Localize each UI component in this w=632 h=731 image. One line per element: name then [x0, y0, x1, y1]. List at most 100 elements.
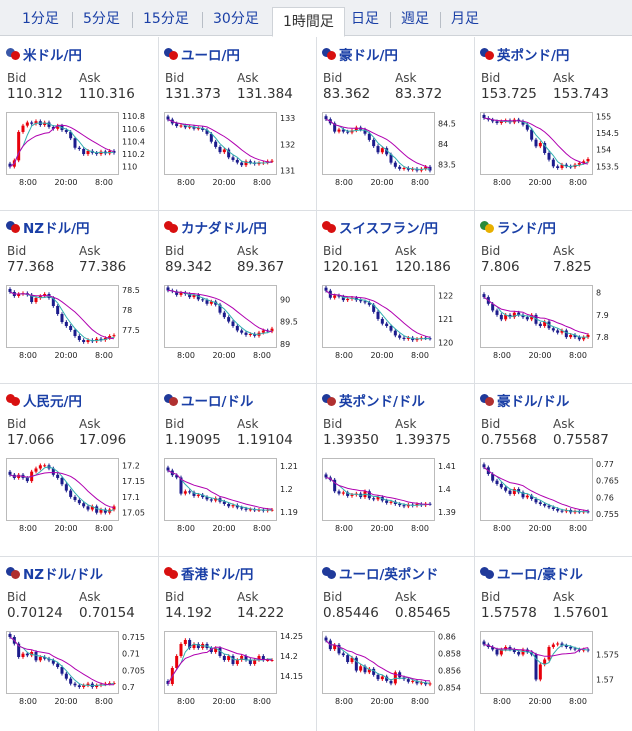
- mini-chart[interactable]: 8 7.9 7.8 8:00 20:00 8:00: [480, 285, 628, 365]
- y-tick-label: 120: [438, 338, 453, 347]
- mini-chart[interactable]: 1.575 1.57 8:00 20:00 8:00: [480, 631, 628, 711]
- ma-fast-line: [483, 117, 589, 168]
- tab-2[interactable]: 5分足: [83, 11, 120, 27]
- mini-chart[interactable]: 90 89.5 89 8:00 20:00 8:00: [164, 285, 312, 365]
- currency-panel: 香港ドル/円 Bid Ask 14.192 14.222 14.25 14.2 14.15 8:…: [158, 556, 316, 729]
- pair-title[interactable]: ユーロ/ドル: [164, 391, 254, 410]
- pair-name[interactable]: 豪ドル/円: [339, 48, 398, 64]
- candle-body: [482, 294, 486, 298]
- candle-body: [64, 130, 68, 132]
- pair-name[interactable]: 香港ドル/円: [181, 567, 254, 583]
- mini-chart[interactable]: 0.715 0.71 0.705 0.7 8:00 20:00 8:00: [6, 631, 154, 711]
- tab-3[interactable]: 15分足: [143, 11, 189, 27]
- pair-name[interactable]: スイスフラン/円: [339, 221, 439, 237]
- candle-body: [266, 660, 270, 661]
- x-tick-label: 8:00: [411, 524, 429, 533]
- pair-name[interactable]: 英ポンド/円: [497, 48, 570, 64]
- tab-1[interactable]: 1分足: [22, 11, 59, 27]
- ma-fast-line: [483, 644, 589, 666]
- pair-name[interactable]: 米ドル/円: [23, 48, 82, 64]
- pair-name[interactable]: 英ポンド/ドル: [339, 394, 425, 410]
- tab-7[interactable]: 週足: [401, 11, 429, 27]
- pair-title[interactable]: ユーロ/円: [164, 45, 240, 64]
- bid-label: Bid: [165, 244, 185, 258]
- pair-name[interactable]: ユーロ/豪ドル: [497, 567, 583, 583]
- candle-body: [482, 115, 486, 118]
- mini-chart[interactable]: 1.41 1.4 1.39 8:00 20:00 8:00: [322, 458, 470, 538]
- mini-chart[interactable]: 110.8 110.6 110.4 110.2 110 8:00 20:00 8:00: [6, 112, 154, 192]
- candle-body: [30, 122, 34, 124]
- bid-value: 153.725: [481, 86, 537, 102]
- candle-body: [166, 287, 170, 291]
- pair-title[interactable]: ランド/円: [480, 218, 556, 237]
- candle-body: [270, 160, 274, 162]
- candle-body: [205, 129, 209, 134]
- x-tick-label: 8:00: [253, 524, 271, 533]
- pair-title[interactable]: 豪ドル/ドル: [480, 391, 570, 410]
- mini-chart[interactable]: 14.25 14.2 14.15 8:00 20:00 8:00: [164, 631, 312, 711]
- candle-body: [112, 335, 116, 337]
- ma-fast-line: [167, 470, 273, 511]
- mini-chart[interactable]: 133 132 131 8:00 20:00 8:00: [164, 112, 312, 192]
- ma-slow-line: [325, 477, 431, 505]
- pair-name[interactable]: 豪ドル/ドル: [497, 394, 570, 410]
- candle-body: [376, 497, 380, 500]
- candle-body: [244, 656, 248, 660]
- mini-chart[interactable]: 155 154.5 154 153.5 8:00 20:00 8:00: [480, 112, 628, 192]
- tab-8[interactable]: 月足: [451, 11, 479, 27]
- price-chart: 14.25 14.2 14.15 8:00 20:00 8:00: [164, 631, 303, 706]
- pair-title[interactable]: ユーロ/豪ドル: [480, 564, 583, 583]
- pair-name[interactable]: ユーロ/ドル: [181, 394, 254, 410]
- mini-chart[interactable]: 1.21 1.2 1.19 8:00 20:00 8:00: [164, 458, 312, 538]
- candle-body: [235, 660, 239, 664]
- currency-panel: 米ドル/円 Bid Ask 110.312 110.316 110.8 110.6 110.4…: [0, 37, 158, 210]
- pair-title[interactable]: 人民元/円: [6, 391, 82, 410]
- pair-name[interactable]: ユーロ/英ポンド: [339, 567, 439, 583]
- y-tick-label: 155: [596, 112, 611, 121]
- flag-icon: [322, 48, 336, 60]
- ma-fast-line: [325, 118, 431, 171]
- pair-title[interactable]: ユーロ/英ポンド: [322, 564, 439, 583]
- tab-5[interactable]: 1時間足: [272, 7, 345, 37]
- pair-title[interactable]: スイスフラン/円: [322, 218, 439, 237]
- pair-name[interactable]: 人民元/円: [23, 394, 82, 410]
- mini-chart[interactable]: 122 121 120 8:00 20:00 8:00: [322, 285, 470, 365]
- pair-name[interactable]: NZドル/ドル: [23, 567, 104, 583]
- ma-fast-line: [325, 477, 431, 506]
- mini-chart[interactable]: 0.86 0.858 0.856 0.854 8:00 20:00 8:00: [322, 631, 470, 711]
- pair-title[interactable]: 豪ドル/円: [322, 45, 398, 64]
- x-tick-label: 8:00: [569, 351, 587, 360]
- ask-value: 153.743: [553, 86, 609, 102]
- mini-chart[interactable]: 17.2 17.15 17.1 17.05 8:00 20:00 8:00: [6, 458, 154, 538]
- mini-chart[interactable]: 84.5 84 83.5 8:00 20:00 8:00: [322, 112, 470, 192]
- tab-6[interactable]: 日足: [351, 11, 379, 27]
- candle-body: [398, 166, 402, 169]
- pair-name[interactable]: ユーロ/円: [181, 48, 240, 64]
- pair-title[interactable]: カナダドル/円: [164, 218, 267, 237]
- tab-4[interactable]: 30分足: [213, 11, 259, 27]
- candle-body: [34, 652, 38, 661]
- y-tick-label: 1.39: [438, 508, 456, 517]
- mini-chart[interactable]: 78.5 78 77.5 8:00 20:00 8:00: [6, 285, 154, 365]
- pair-title[interactable]: 英ポンド/ドル: [322, 391, 425, 410]
- pair-name[interactable]: ランド/円: [497, 221, 556, 237]
- candle-body: [209, 648, 213, 652]
- price-chart: 1.41 1.4 1.39 8:00 20:00 8:00: [322, 458, 456, 533]
- candle-body: [385, 676, 389, 681]
- candle-body: [346, 492, 350, 496]
- y-tick-label: 17.1: [122, 493, 140, 502]
- pair-title[interactable]: 香港ドル/円: [164, 564, 254, 583]
- pair-title[interactable]: 米ドル/円: [6, 45, 82, 64]
- pair-title[interactable]: NZドル/ドル: [6, 564, 104, 583]
- mini-chart[interactable]: 0.77 0.765 0.76 0.755 8:00 20:00 8:00: [480, 458, 628, 538]
- ma-slow-line: [167, 119, 273, 163]
- candle-body: [95, 506, 99, 513]
- pair-title[interactable]: NZドル/円: [6, 218, 90, 237]
- candle-body: [82, 340, 86, 342]
- pair-name[interactable]: カナダドル/円: [181, 221, 267, 237]
- pair-name[interactable]: NZドル/円: [23, 221, 90, 237]
- flag-icon: [480, 567, 494, 579]
- candle-body: [56, 125, 60, 129]
- candle-body: [582, 649, 586, 651]
- pair-title[interactable]: 英ポンド/円: [480, 45, 570, 64]
